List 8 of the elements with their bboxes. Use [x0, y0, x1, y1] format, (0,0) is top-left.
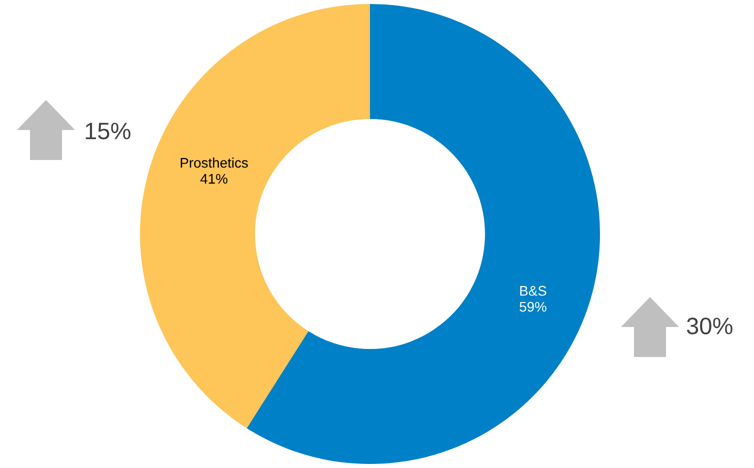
- donut-slice: [246, 4, 600, 464]
- data-label: 59%: [520, 302, 546, 312]
- slice-label: B&S: [520, 286, 546, 296]
- slice-label: Prosthetics: [180, 158, 248, 168]
- data-label: 41%: [200, 174, 228, 184]
- donut-slice: [140, 4, 370, 428]
- text: 15%: [86, 122, 130, 140]
- text: 30%: [686, 318, 732, 334]
